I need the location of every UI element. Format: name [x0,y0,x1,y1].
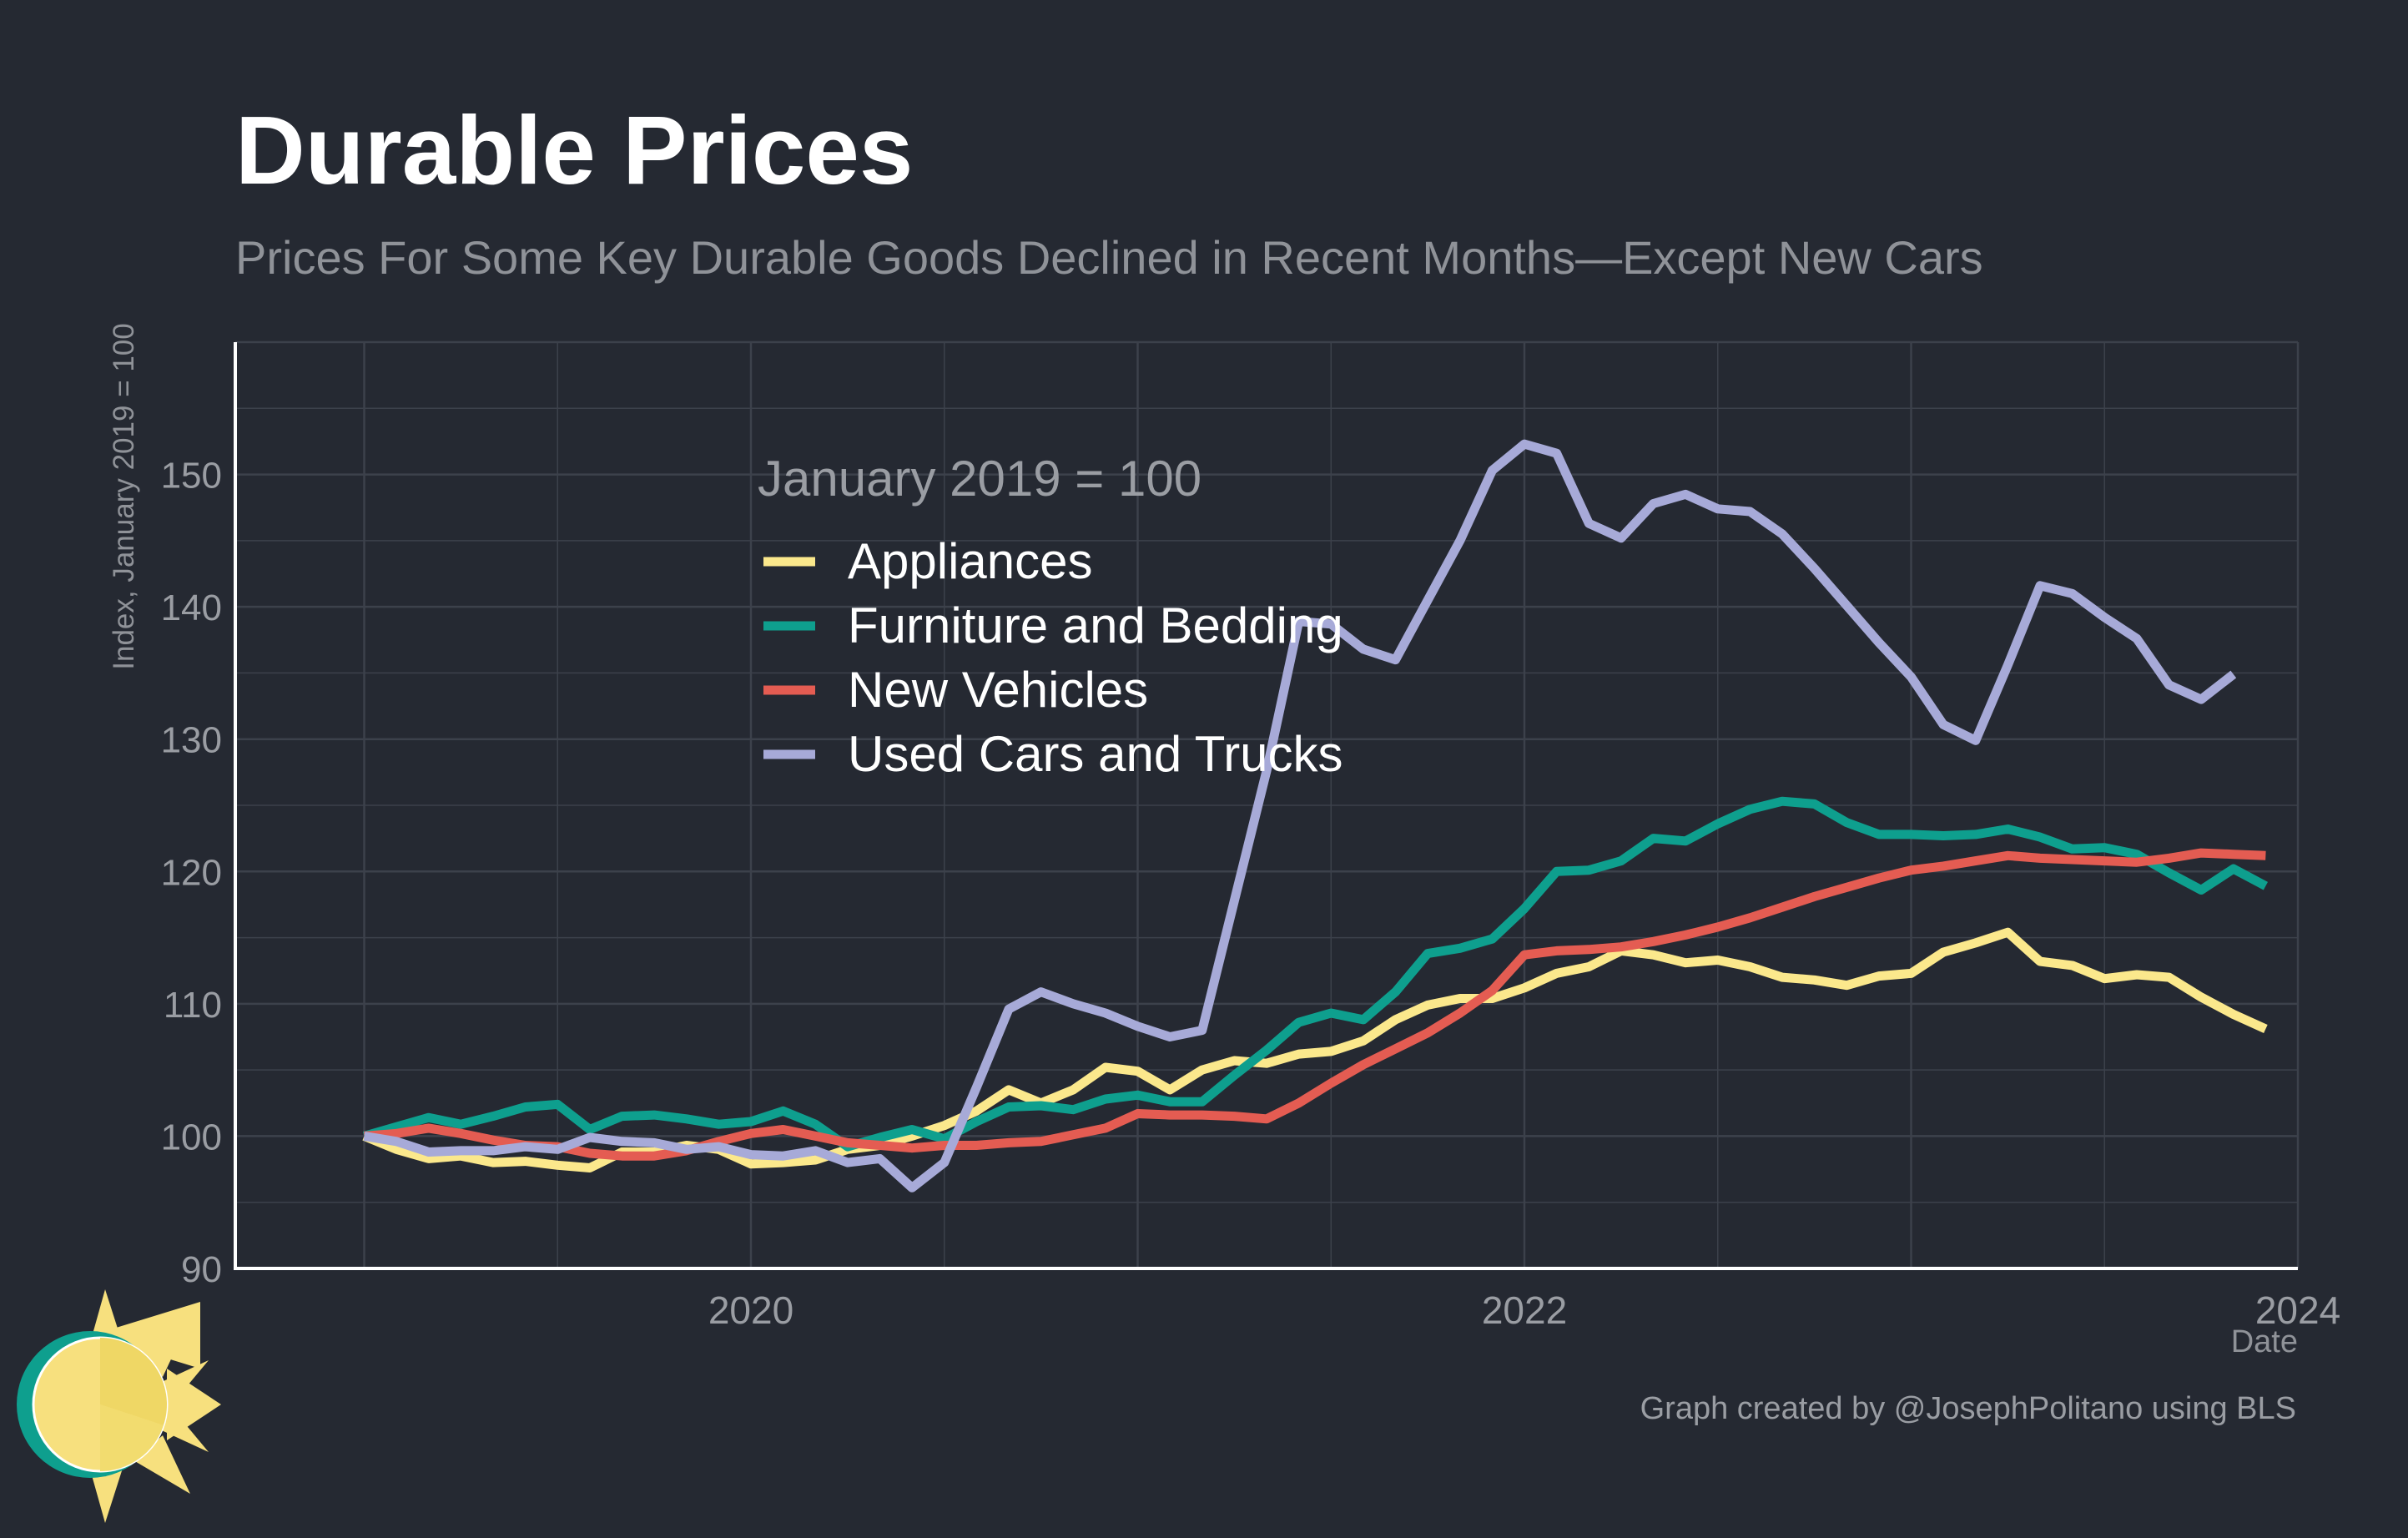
legend-items: Appliances Furniture and Bedding New Vehic… [763,533,1343,782]
x-axis-label: Date [2231,1324,2298,1359]
sun-ray [154,1360,209,1410]
y-tick-label: 110 [164,985,222,1026]
legend-title: January 2019 = 100 [758,451,1201,507]
legend-label-new-vehicles: New Vehicles [848,662,1148,718]
x-tick-label: 2020 [708,1288,793,1332]
x-tick-label: 2024 [2255,1288,2340,1332]
series-line-furniture-and-bedding [362,796,2268,1152]
series-line-used-cars-and-trucks [363,439,2237,1193]
sun-disc-highlight [100,1404,164,1471]
chart-title: Durable Prices [235,96,913,204]
y-tick-label: 90 [181,1249,222,1290]
y-axis-ticks: 90 100 110 120 130 140 150 [161,456,222,1290]
y-tick-label: 120 [161,852,222,893]
legend-label-furniture-and-bedding: Furniture and Bedding [848,598,1343,653]
credit-text: Graph created by @JosephPolitano using B… [1640,1391,2296,1426]
chart-subtitle: Prices For Some Key Durable Goods Declin… [235,231,1983,284]
sun-ray [154,1402,209,1452]
legend-label-used-cars-and-trucks: Used Cars and Trucks [848,726,1343,782]
y-axis-label: Index, January 2019 = 100 [108,323,140,669]
y-tick-label: 150 [161,456,222,497]
y-tick-label: 140 [161,587,222,628]
legend-label-appliances: Appliances [848,533,1093,589]
x-axis-ticks: 2020 2022 2024 [708,1288,2340,1332]
y-tick-label: 130 [161,720,222,761]
y-tick-label: 100 [161,1117,222,1157]
series-lines [362,439,2268,1193]
legend: January 2019 = 100 Appliances Furniture a… [758,451,1343,782]
x-tick-label: 2022 [1482,1288,1567,1332]
sun-disc-shade [100,1338,168,1425]
sun-logo-icon [17,1289,221,1523]
